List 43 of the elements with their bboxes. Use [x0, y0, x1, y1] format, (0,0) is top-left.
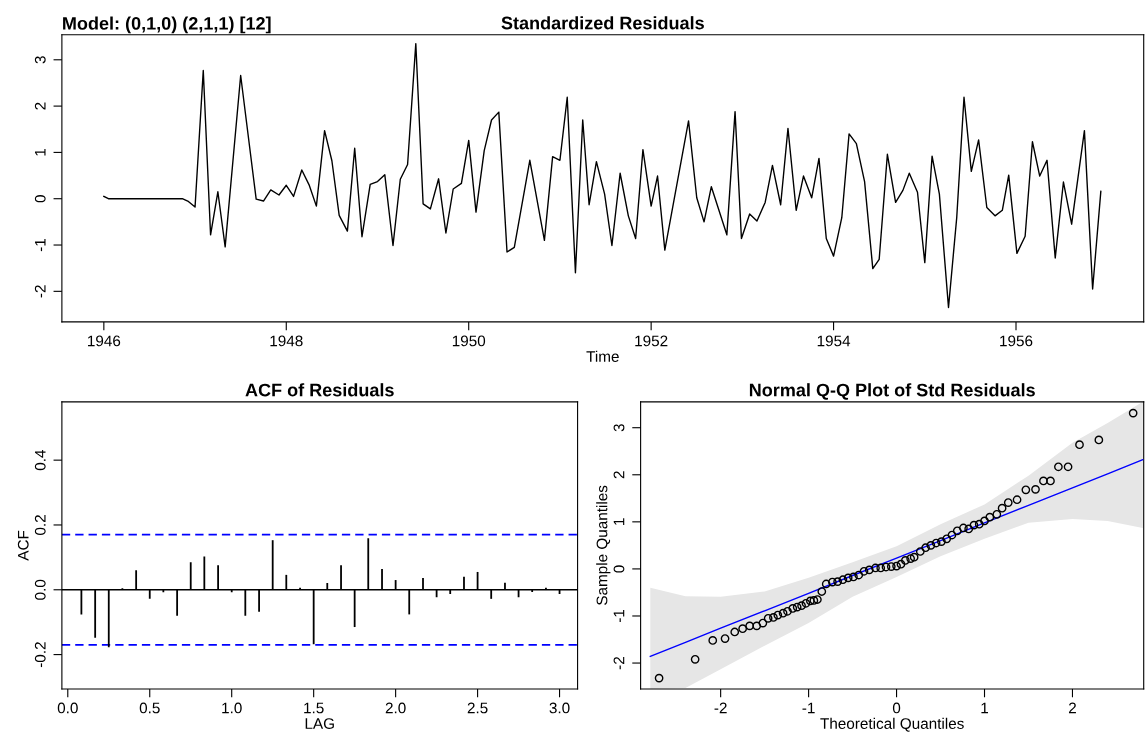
y-tick-label: 2: [34, 102, 46, 110]
x-tick-label: 2.5: [467, 702, 488, 714]
x-tick-label: 0.5: [139, 702, 160, 714]
x-tick-label: 1: [981, 702, 989, 714]
x-tick-label: 1954: [817, 335, 851, 347]
y-tick-label: 2: [613, 471, 625, 479]
y-axis-title: Sample Quantiles: [596, 485, 611, 605]
x-axis-title: LAG: [305, 718, 334, 729]
y-tick-label: 0.4: [34, 449, 46, 471]
y-tick-label: -0.2: [34, 642, 46, 668]
y-tick-label: -1: [613, 609, 625, 623]
x-tick-label: 2.0: [385, 702, 406, 714]
y-tick-label: -1: [35, 238, 46, 252]
y-axis-title: ACF: [17, 530, 29, 561]
y-tick-label: 3: [34, 56, 46, 64]
chart-title: Standardized Residuals: [501, 16, 704, 30]
x-tick-label: 0.0: [57, 702, 78, 714]
y-tick-label: 0.2: [34, 515, 46, 535]
x-tick-label: 1952: [635, 335, 668, 347]
x-tick-label: 3.0: [549, 702, 570, 714]
x-tick-label: 0: [892, 702, 901, 714]
y-tick-label: 1: [613, 518, 625, 525]
x-tick-label: 1950: [452, 335, 486, 347]
y-tick-label: 3: [613, 424, 625, 432]
x-tick-label: -2: [714, 702, 727, 714]
y-tick-label: -2: [34, 285, 46, 298]
x-tick-label: 2: [1068, 702, 1076, 714]
chart-title: ACF of Residuals: [245, 383, 394, 397]
x-axis-title: Time: [586, 350, 619, 362]
y-tick-label: 1: [35, 148, 46, 156]
x-tick-label: 1948: [270, 335, 303, 347]
x-tick-label: 1946: [88, 335, 121, 347]
chart-title: Normal Q-Q Plot of Std Residuals: [749, 383, 1035, 400]
x-axis-title: Theoretical Quantiles: [820, 717, 964, 732]
y-tick-label: 0: [613, 565, 625, 573]
x-tick-label: 1.0: [222, 702, 242, 714]
chart-subtitle: Model: (0,1,0) (2,1,1) [12]: [63, 16, 271, 34]
y-tick-label: 0: [34, 195, 46, 203]
y-tick-label: -2: [613, 657, 625, 670]
x-tick-label: 1956: [1000, 335, 1033, 347]
x-tick-label: -1: [802, 702, 815, 714]
y-tick-label: 0.0: [34, 579, 46, 600]
x-tick-label: 1.5: [304, 702, 324, 714]
